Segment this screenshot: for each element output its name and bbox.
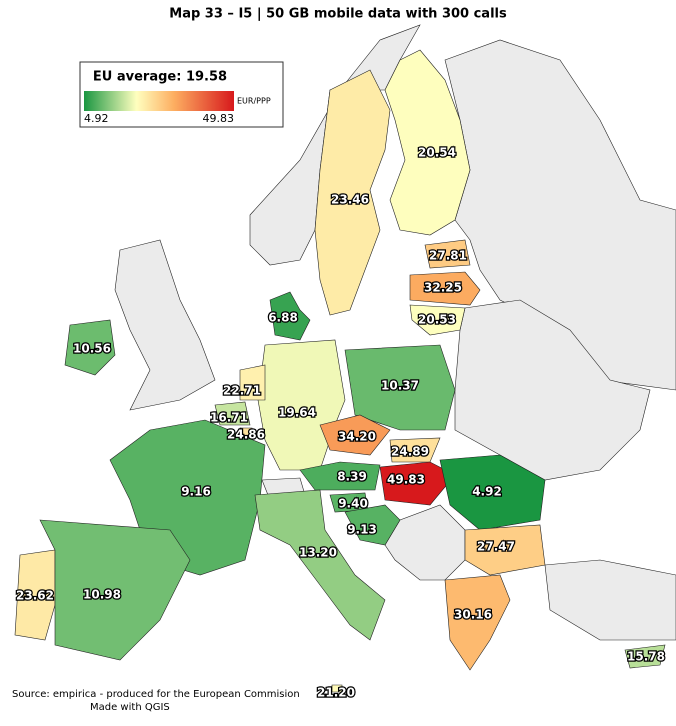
region	[269, 291, 311, 341]
region-value-label: 6.88	[268, 311, 298, 325]
source-note: Source: empirica - produced for the Euro…	[12, 689, 300, 700]
region-value-label: 10.98	[83, 588, 121, 602]
region-value-label: 19.64	[278, 406, 316, 420]
legend-gradient	[84, 91, 234, 111]
region	[439, 454, 546, 531]
region	[14, 549, 56, 641]
region-value-label: 20.53	[418, 313, 456, 327]
region	[379, 461, 456, 506]
region	[239, 364, 266, 401]
legend-max: 49.83	[203, 112, 235, 125]
united-kingdom	[114, 239, 216, 411]
region-value-label: 10.37	[381, 379, 419, 393]
legend-min: 4.92	[84, 112, 109, 125]
region	[624, 644, 666, 669]
region	[39, 519, 191, 661]
region-value-label: 4.92	[472, 485, 502, 499]
region-value-label: 9.16	[181, 485, 211, 499]
region	[254, 489, 386, 641]
region-value-label: 15.78	[627, 650, 665, 664]
region-value-label: 49.83	[387, 473, 425, 487]
region	[299, 461, 381, 491]
region-value-label: 23.62	[16, 589, 54, 603]
region	[344, 344, 456, 431]
region-value-label: 9.13	[347, 523, 377, 537]
region-value-label: 32.25	[424, 281, 462, 295]
balkans	[384, 504, 466, 581]
region-value-label: 9.40	[338, 497, 368, 511]
region-value-label: 13.20	[299, 546, 337, 560]
region-value-label: 16.71	[210, 411, 248, 425]
region	[384, 49, 471, 236]
region-value-label: 27.81	[429, 249, 467, 263]
turkey	[544, 559, 676, 641]
region-value-label: 27.47	[477, 540, 515, 554]
region-value-label: 20.54	[418, 146, 456, 160]
region	[331, 684, 343, 693]
region-value-label: 22.71	[223, 384, 261, 398]
region-value-label: 10.56	[73, 342, 111, 356]
region-value-label: 34.20	[338, 430, 376, 444]
region	[464, 524, 546, 576]
non-eu-land	[114, 24, 676, 641]
eu-regions	[14, 49, 666, 693]
region-value-label: 8.39	[337, 470, 367, 484]
legend-unit: EUR/PPP	[237, 97, 271, 106]
region	[64, 319, 116, 376]
region	[409, 271, 481, 306]
region	[409, 304, 466, 336]
legend-title: EU average: 19.58	[93, 70, 227, 85]
region	[444, 574, 511, 671]
region-value-label: 24.89	[391, 445, 429, 459]
region-value-label: 21.20	[317, 686, 355, 700]
region-value-label: 24.86	[227, 428, 265, 442]
region	[314, 69, 391, 316]
region	[214, 401, 251, 426]
region	[319, 414, 391, 456]
region-value-label: 23.46	[331, 193, 369, 207]
region	[344, 504, 401, 546]
credit-note: Made with QGIS	[90, 702, 170, 713]
value-labels: 20.54 23.46 27.81 32.25 20.53 6.88 10.56 10.37 1…	[15, 144, 666, 701]
region-value-label: 30.16	[454, 608, 492, 622]
map-title: Map 33 – I5 | 50 GB mobile data with 300…	[169, 7, 507, 22]
region	[424, 239, 471, 269]
legend: EU average: 19.58 4.92 49.83 EUR/PPP	[79, 61, 284, 128]
